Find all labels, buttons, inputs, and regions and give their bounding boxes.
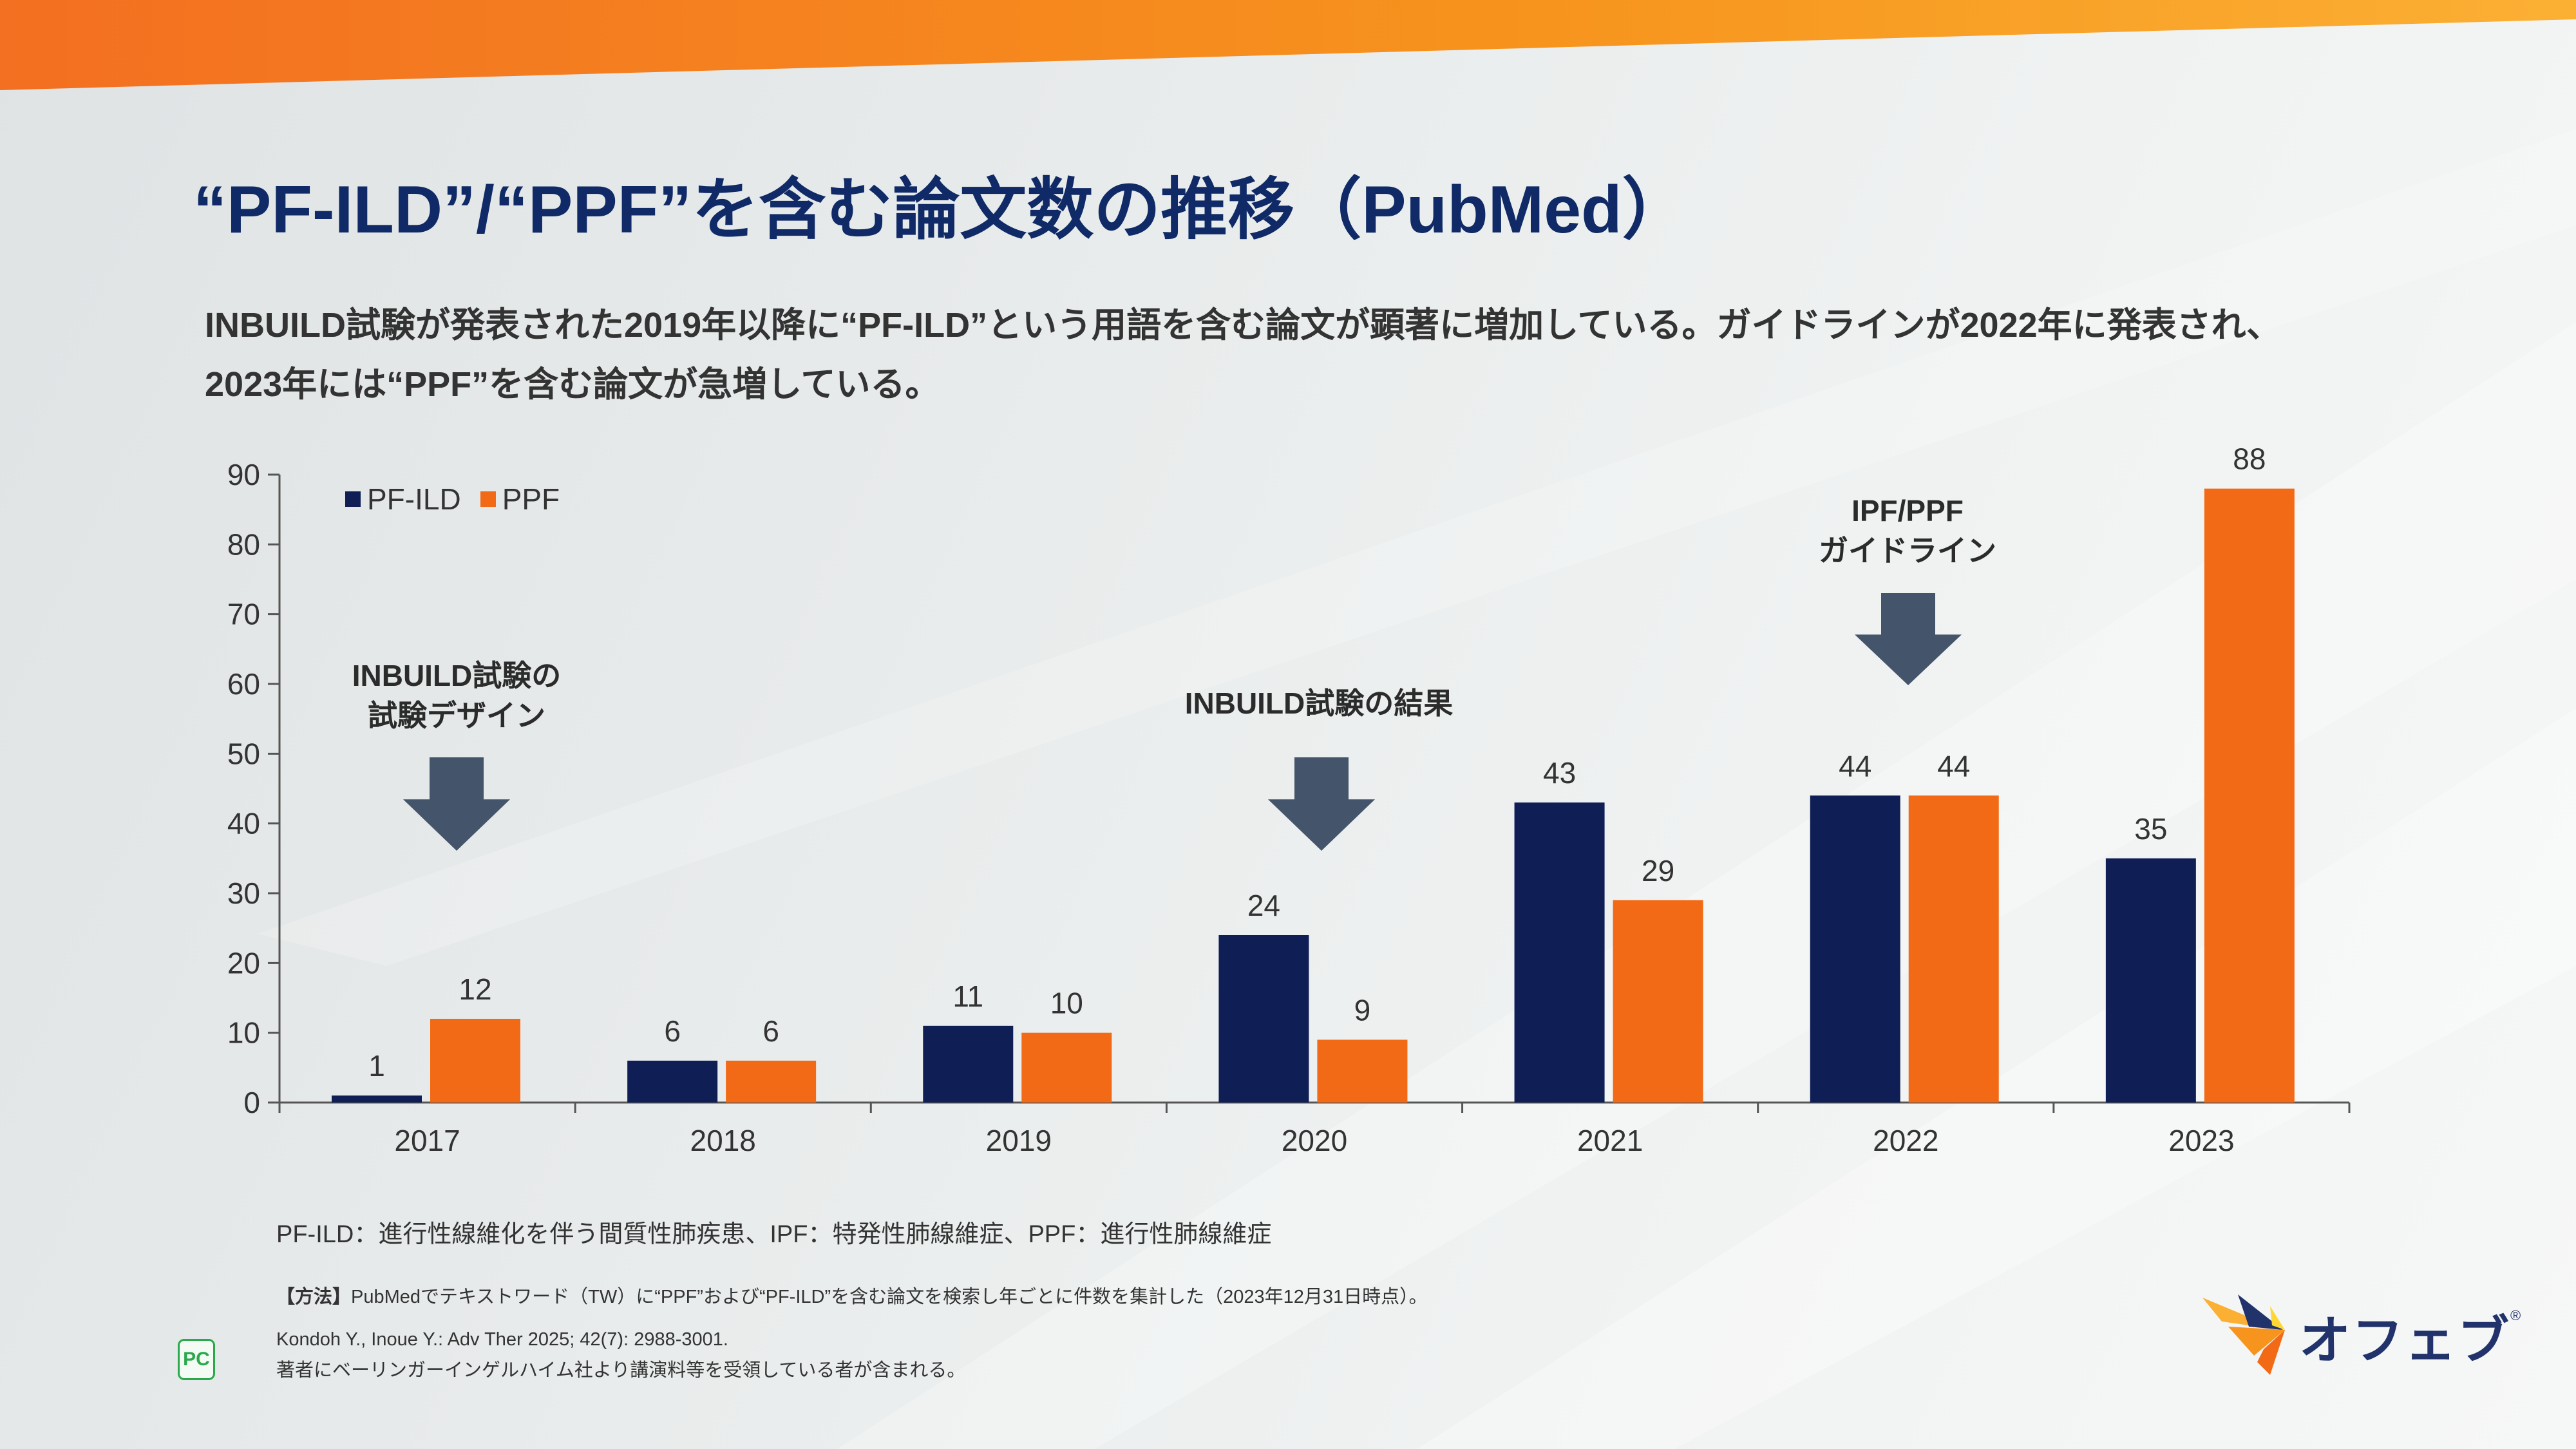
x-tick-label: 2020 [1282,1124,1347,1157]
y-tick-label: 10 [227,1016,260,1050]
data-label: 11 [952,980,983,1013]
logo-text: オフェブ [2299,1312,2510,1369]
logo-mark-icon [2202,1294,2285,1375]
top-orange-band [0,0,2576,90]
legend-swatch-pf-ild [345,491,361,507]
y-tick-label: 80 [227,527,260,561]
annotation-line: ガイドライン [1819,534,1996,567]
annotation-guideline: IPF/PPF ガイドライン [1819,491,1996,571]
data-label: 88 [2233,442,2266,476]
data-label: 44 [1937,749,1970,782]
bar-ppf-2019 [1021,1032,1112,1103]
x-tick-label: 2023 [2168,1124,2234,1157]
bar-ppf-2020 [1317,1039,1408,1103]
x-tick-label: 2021 [1577,1124,1643,1157]
bar-pf-ild-2020 [1218,935,1309,1103]
bar-pf-ild-2019 [923,1025,1014,1103]
legend-swatch-ppf [480,491,496,507]
subtitle-line-2: 2023年には“PPF”を含む論文が急増している。 [205,365,940,404]
bar-pf-ild-2022 [1810,795,1900,1103]
pc-badge-icon: PC [178,1339,215,1380]
x-tick-label: 2018 [690,1124,756,1157]
data-label: 1 [368,1049,385,1083]
down-arrow-icon [1855,593,1962,685]
annotation-line: INBUILD試験の [352,659,562,692]
data-label: 29 [1642,854,1674,887]
abbreviations-note: PF-ILD：進行性線維化を伴う間質性肺疾患、IPF：特発性肺線維症、PPF：進… [276,1221,1272,1248]
bar-ppf-2023 [2204,488,2295,1103]
bar-pf-ild-2018 [627,1061,718,1103]
y-tick-label: 40 [227,807,260,840]
x-tick-label: 2019 [986,1124,1052,1157]
bar-ppf-2022 [1908,795,1999,1103]
data-label: 43 [1543,756,1576,790]
y-tick-label: 0 [243,1086,260,1119]
y-tick-label: 60 [227,667,260,701]
ofev-logo: オフェブ ® [2202,1294,2521,1378]
disclosure: 著者にベーリンガーインゲルハイム社より講演料等を受領している者が含まれる。 [276,1360,966,1381]
annotation-inbuild-design: INBUILD試験の 試験デザイン [352,656,562,735]
data-label: 6 [664,1014,681,1048]
citation: Kondoh Y., Inoue Y.: Adv Ther 2025; 42(7… [276,1329,728,1350]
legend-label-pf-ild: PF-ILD [367,482,461,516]
bar-pf-ild-2023 [2105,858,2196,1103]
data-label: 6 [762,1014,779,1048]
data-label: 35 [2134,812,2167,846]
subtitle-line-1: INBUILD試験が発表された2019年以降に“PF-ILD”という用語を含む論… [205,306,2282,345]
methods-label: 【方法】 [276,1287,352,1307]
data-label: 12 [459,972,491,1006]
y-tick-label: 20 [227,946,260,980]
bar-pf-ild-2017 [332,1095,422,1103]
registered-mark: ® [2510,1307,2521,1323]
bar-pf-ild-2021 [1514,802,1605,1103]
down-arrow-icon [1268,757,1375,851]
bar-ppf-2018 [726,1061,817,1103]
annotation-line: INBUILD試験の結果 [1184,687,1454,720]
y-tick-label: 30 [227,876,260,910]
data-label: 44 [1839,749,1871,782]
y-tick-label: 90 [227,458,260,491]
methods-note: 【方法】PubMedでテキストワード（TW）に“PPF”および“PF-ILD”を… [276,1282,1428,1309]
annotation-line: IPF/PPF [1852,494,1964,527]
data-label: 24 [1247,889,1280,922]
bar-ppf-2021 [1613,900,1703,1103]
methods-text: PubMedでテキストワード（TW）に“PPF”および“PF-ILD”を含む論文… [351,1287,1428,1307]
bar-ppf-2017 [430,1019,520,1103]
y-tick-label: 50 [227,737,260,770]
annotation-line: 試験デザイン [367,699,545,732]
x-tick-label: 2017 [394,1124,460,1157]
legend-label-ppf: PPF [502,482,560,516]
page-title: “PF-ILD”/“PPF”を含む論文数の推移（PubMed） [193,173,1689,247]
x-tick-label: 2022 [1873,1124,1938,1157]
down-arrow-icon [403,757,510,851]
data-label: 9 [1354,994,1371,1027]
annotation-inbuild-results: INBUILD試験の結果 [1185,683,1454,723]
y-tick-label: 70 [227,598,260,631]
data-label: 10 [1050,987,1083,1020]
legend: PF-ILD PPF [345,482,560,516]
